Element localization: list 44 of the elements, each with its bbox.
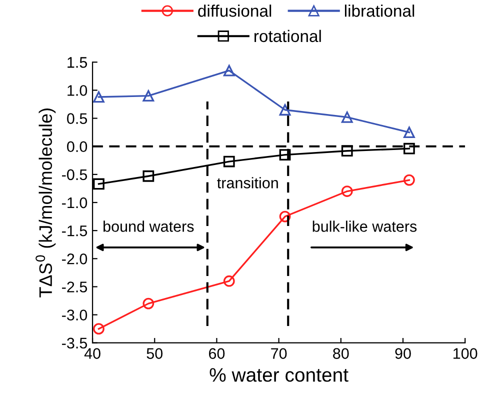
point xyxy=(93,178,104,190)
y-tick-label: -1.0 xyxy=(62,197,88,208)
point xyxy=(142,170,154,182)
x-tick-label: 90 xyxy=(395,348,411,359)
legend-label: librational xyxy=(344,4,414,17)
point xyxy=(404,142,415,154)
point xyxy=(279,210,291,222)
y-tick-label: 0.0 xyxy=(67,141,88,152)
y-tick-label: 1.5 xyxy=(68,57,88,68)
y-tick-label: -2.0 xyxy=(62,254,88,264)
point xyxy=(93,323,104,335)
y-tick-label: -3.5 xyxy=(62,338,88,349)
y-tick-label: -2.5 xyxy=(62,282,88,292)
point xyxy=(142,298,154,310)
x-tick-label: 50 xyxy=(146,348,163,359)
annotation: bulk-like waters xyxy=(312,220,417,232)
annotation: bound waters xyxy=(104,220,194,232)
point xyxy=(93,91,104,103)
x-tick-label: 80 xyxy=(333,348,349,359)
y-tick-label: -3.0 xyxy=(62,310,88,320)
y-tick-label: -0.5 xyxy=(62,169,88,180)
point xyxy=(142,90,154,102)
point xyxy=(279,104,291,116)
x-tick-label: 40 xyxy=(84,348,100,359)
y-axis-title: TΔS$^{0}$ (kJ/mol/molecule) xyxy=(36,108,56,298)
point xyxy=(223,156,235,168)
point xyxy=(279,149,291,160)
x-tick-label: 60 xyxy=(208,348,225,359)
y-tick-label: -1.5 xyxy=(62,226,88,236)
point xyxy=(341,186,353,197)
point xyxy=(223,64,235,76)
legend-label: rotational xyxy=(254,30,321,42)
point xyxy=(404,174,415,186)
y-tick-label: 0.5 xyxy=(67,113,88,124)
x-tick-label: 70 xyxy=(271,348,287,359)
point xyxy=(223,275,235,287)
legend-label: diffusional xyxy=(198,4,272,17)
point xyxy=(341,145,353,157)
x-tick-label: 100 xyxy=(454,348,478,359)
y-tick-label: 1.0 xyxy=(68,85,88,96)
x-axis-title: % water content xyxy=(210,368,348,382)
annotation: transition xyxy=(217,177,278,188)
point xyxy=(404,126,415,138)
point xyxy=(341,111,353,123)
